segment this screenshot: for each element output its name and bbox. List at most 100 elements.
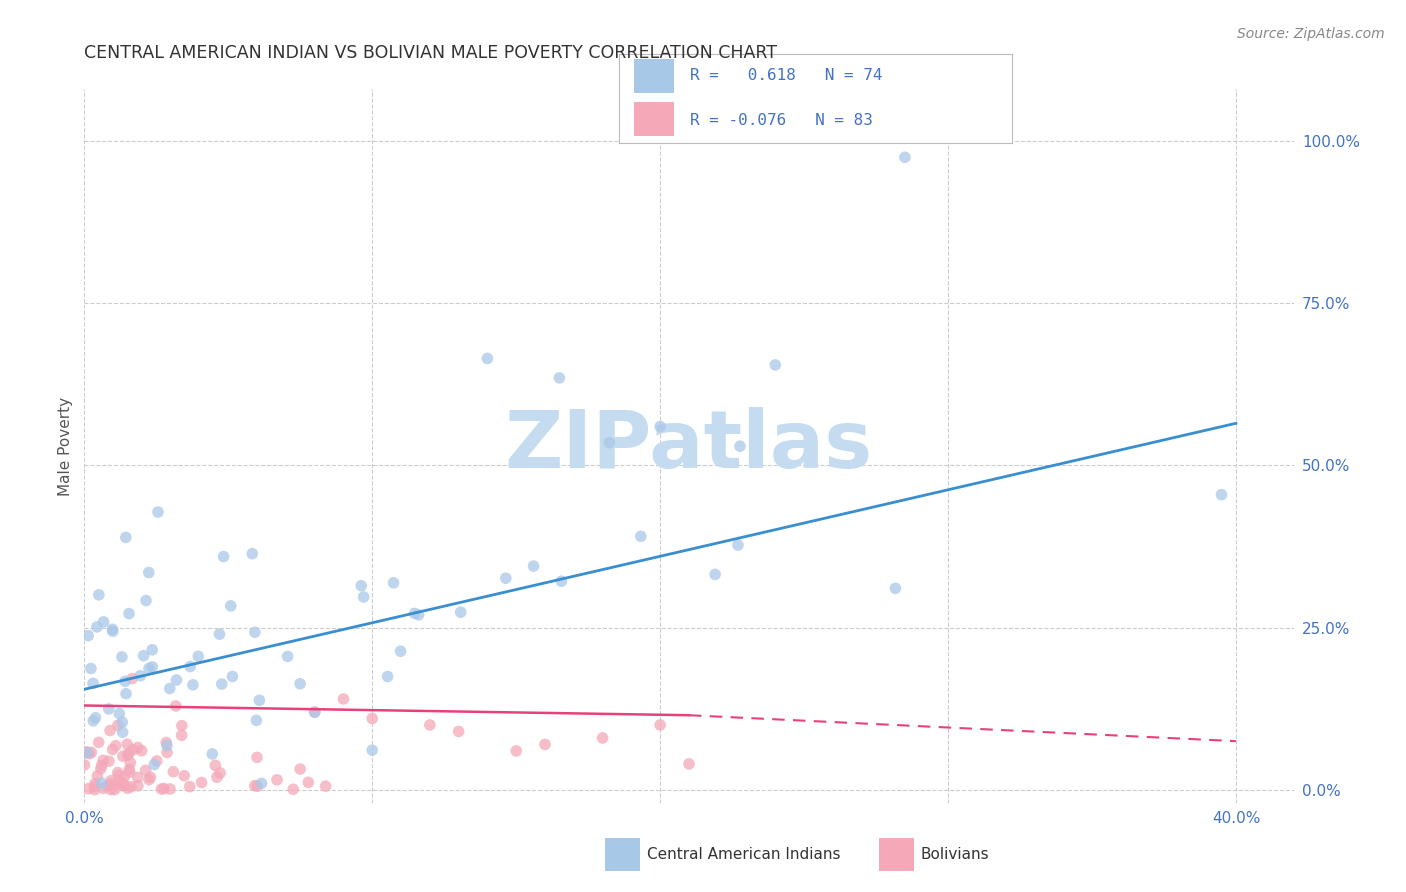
Point	[82, 676, 104, 690]
Point	[101, 624, 124, 639]
Point	[277, 649, 299, 664]
Point	[105, 777, 128, 791]
Point	[288, 762, 311, 776]
Point	[173, 769, 195, 783]
Point	[111, 749, 134, 764]
Point	[84, 711, 107, 725]
Point	[166, 673, 188, 687]
Point	[139, 770, 162, 784]
Point	[179, 659, 201, 673]
Point	[181, 678, 204, 692]
Point	[361, 743, 384, 757]
Point	[82, 714, 104, 728]
Point	[93, 615, 115, 629]
Point	[522, 559, 544, 574]
Point	[155, 735, 177, 749]
Point	[548, 371, 571, 385]
Point	[884, 582, 907, 596]
Point	[97, 702, 120, 716]
Point	[135, 593, 157, 607]
Point	[77, 747, 100, 761]
Point	[90, 762, 112, 776]
Point	[377, 669, 399, 683]
Text: CENTRAL AMERICAN INDIAN VS BOLIVIAN MALE POVERTY CORRELATION CHART: CENTRAL AMERICAN INDIAN VS BOLIVIAN MALE…	[84, 45, 778, 62]
Point	[111, 715, 134, 730]
Point	[108, 768, 131, 782]
Point	[80, 661, 103, 675]
Point	[246, 779, 269, 793]
Point	[630, 529, 652, 543]
Text: R =   0.618   N = 74: R = 0.618 N = 74	[689, 69, 882, 83]
Point	[127, 771, 149, 785]
Point	[118, 607, 141, 621]
Point	[159, 782, 181, 797]
Text: ZIPatlas: ZIPatlas	[505, 407, 873, 485]
Point	[419, 718, 441, 732]
Point	[101, 622, 124, 636]
Point	[153, 781, 176, 796]
Point	[107, 765, 129, 780]
Point	[86, 769, 108, 783]
Point	[447, 724, 470, 739]
Point	[115, 687, 138, 701]
Point	[141, 660, 163, 674]
Point	[83, 782, 105, 797]
Point	[118, 763, 141, 777]
Point	[170, 719, 193, 733]
Point	[146, 505, 169, 519]
Point	[212, 549, 235, 564]
Point	[100, 782, 122, 797]
Point	[156, 739, 179, 753]
Point	[111, 725, 134, 739]
Point	[727, 538, 749, 552]
Text: R = -0.076   N = 83: R = -0.076 N = 83	[689, 113, 872, 128]
Point	[247, 693, 270, 707]
Point	[127, 740, 149, 755]
Point	[108, 706, 131, 721]
Point	[111, 775, 134, 789]
Point	[361, 711, 384, 725]
Point	[550, 574, 572, 589]
Text: Source: ZipAtlas.com: Source: ZipAtlas.com	[1237, 27, 1385, 41]
Point	[84, 776, 107, 790]
Point	[120, 756, 142, 770]
Point	[190, 775, 212, 789]
Bar	[634, 59, 673, 93]
Point	[98, 723, 121, 738]
Point	[121, 672, 143, 686]
Point	[159, 681, 181, 696]
Point	[135, 764, 157, 778]
Point	[77, 781, 100, 796]
Point	[90, 776, 112, 790]
Point	[243, 779, 266, 793]
Point	[120, 780, 142, 794]
Point	[111, 649, 134, 664]
Point	[170, 728, 193, 742]
Point	[165, 698, 187, 713]
Point	[209, 766, 232, 780]
Point	[150, 782, 173, 797]
Point	[534, 738, 557, 752]
Point	[450, 605, 472, 619]
Point	[86, 620, 108, 634]
Point	[97, 754, 120, 768]
Point	[107, 718, 129, 732]
Point	[87, 735, 110, 749]
Point	[115, 737, 138, 751]
Point	[141, 642, 163, 657]
Point	[75, 745, 97, 759]
Bar	[634, 102, 673, 136]
Point	[266, 772, 288, 787]
Point	[332, 692, 354, 706]
Point	[505, 744, 527, 758]
Point	[650, 419, 672, 434]
Point	[127, 779, 149, 793]
Point	[111, 779, 134, 793]
Point	[132, 648, 155, 663]
Point	[162, 764, 184, 779]
Point	[76, 746, 98, 760]
Point	[678, 756, 700, 771]
Point	[100, 777, 122, 791]
Point	[221, 669, 243, 683]
Point	[219, 599, 242, 613]
